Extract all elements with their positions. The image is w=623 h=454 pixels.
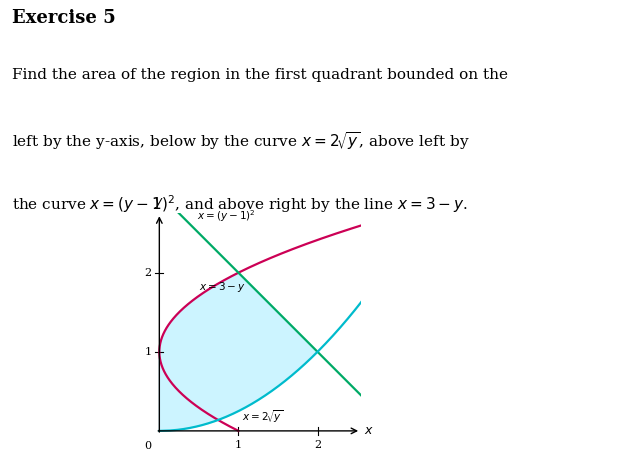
Text: $x$: $x$	[364, 424, 374, 437]
Text: Exercise 5: Exercise 5	[12, 9, 116, 27]
Text: $x = 2\!\sqrt{y}$: $x = 2\!\sqrt{y}$	[242, 409, 283, 425]
Text: 1: 1	[145, 347, 151, 357]
Text: 2: 2	[314, 440, 321, 450]
Text: Find the area of the region in the first quadrant bounded on the: Find the area of the region in the first…	[12, 68, 508, 82]
Text: 1: 1	[235, 440, 242, 450]
Text: $x = 3 - y$: $x = 3 - y$	[199, 280, 245, 294]
Text: left by the y-axis, below by the curve $x = 2\!\sqrt{y}$, above left by: left by the y-axis, below by the curve $…	[12, 130, 470, 152]
Text: $y$: $y$	[155, 196, 164, 210]
Polygon shape	[159, 273, 318, 431]
Text: 0: 0	[145, 441, 151, 451]
Text: $x = (y - 1)^2$: $x = (y - 1)^2$	[197, 208, 256, 224]
Text: the curve $x = (y - 1)^2$, and above right by the line $x = 3 - y$.: the curve $x = (y - 1)^2$, and above rig…	[12, 193, 468, 215]
Text: 2: 2	[145, 268, 151, 278]
